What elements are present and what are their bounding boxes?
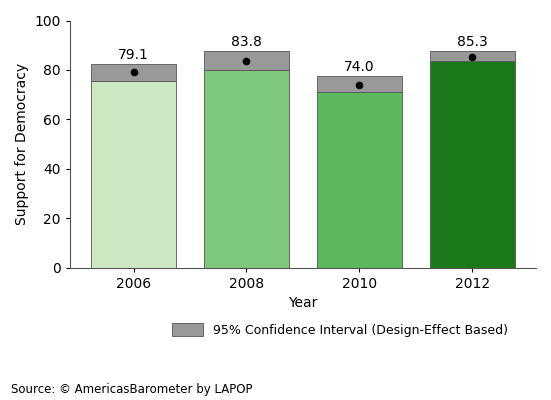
- Legend: 95% Confidence Interval (Design-Effect Based): 95% Confidence Interval (Design-Effect B…: [167, 318, 514, 342]
- Bar: [430, 61, 515, 268]
- Text: 83.8: 83.8: [231, 36, 262, 50]
- Bar: [204, 70, 289, 268]
- Bar: [91, 81, 176, 268]
- X-axis label: Year: Year: [288, 296, 318, 310]
- Text: 85.3: 85.3: [457, 36, 488, 50]
- Text: 79.1: 79.1: [118, 48, 149, 62]
- Bar: [91, 64, 176, 81]
- Bar: [430, 51, 515, 61]
- Bar: [317, 76, 402, 92]
- Y-axis label: Support for Democracy: Support for Democracy: [15, 63, 29, 225]
- Bar: [317, 92, 402, 268]
- Text: Source: © AmericasBarometer by LAPOP: Source: © AmericasBarometer by LAPOP: [11, 383, 252, 396]
- Text: 74.0: 74.0: [344, 60, 375, 74]
- Bar: [204, 51, 289, 70]
